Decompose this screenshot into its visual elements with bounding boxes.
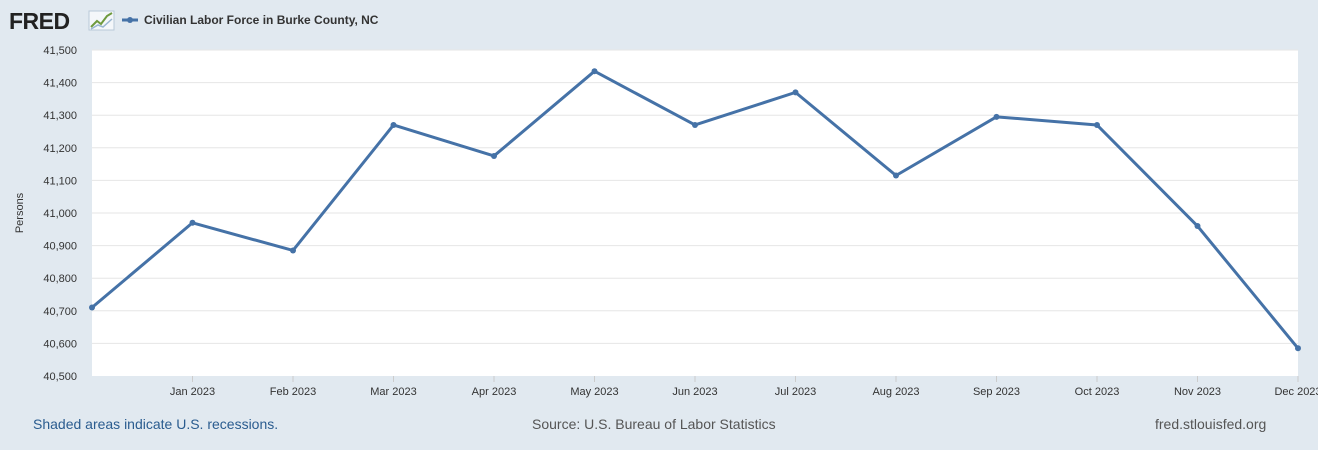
y-tick-label: 40,600 bbox=[43, 338, 77, 350]
y-tick-label: 40,900 bbox=[43, 241, 77, 253]
y-tick-label: 41,400 bbox=[43, 78, 77, 90]
y-tick-label: 40,700 bbox=[43, 306, 77, 318]
recession-note-link[interactable]: Shaded areas indicate U.S. recessions. bbox=[33, 416, 279, 432]
data-point[interactable] bbox=[189, 219, 196, 226]
x-tick-label: Apr 2023 bbox=[472, 386, 517, 398]
data-point[interactable] bbox=[290, 247, 296, 254]
y-axis-label: Persons bbox=[14, 192, 26, 233]
data-point[interactable] bbox=[591, 68, 598, 75]
data-point[interactable] bbox=[390, 121, 397, 128]
data-point[interactable] bbox=[792, 89, 799, 96]
x-tick-label: Jul 2023 bbox=[775, 386, 817, 398]
x-tick-label: Jan 2023 bbox=[170, 386, 215, 398]
y-tick-label: 40,800 bbox=[43, 273, 77, 285]
site-url: fred.stlouisfed.org bbox=[1155, 416, 1267, 432]
y-tick-label: 41,100 bbox=[43, 175, 77, 187]
data-point[interactable] bbox=[893, 172, 899, 179]
data-point[interactable] bbox=[993, 113, 1000, 120]
y-tick-label: 41,300 bbox=[43, 110, 77, 122]
data-point[interactable] bbox=[1094, 121, 1100, 128]
x-axis-ticks: Jan 2023 Feb 2023 Mar 2023 Apr 2023 May 2023… bbox=[170, 376, 1318, 398]
series-layer[interactable] bbox=[89, 68, 1301, 352]
data-point[interactable] bbox=[692, 121, 698, 128]
x-tick-label: Feb 2023 bbox=[270, 386, 316, 398]
y-tick-label: 41,500 bbox=[43, 45, 77, 57]
x-tick-label: Jun 2023 bbox=[672, 386, 717, 398]
y-axis-ticks: 40,500 40,600 40,700 40,800 40,900 41,000 41,1… bbox=[43, 45, 77, 383]
legend-label: Civilian Labor Force in Burke County, NC bbox=[144, 13, 379, 27]
grid-lines bbox=[92, 49, 1298, 344]
y-tick-label: 40,500 bbox=[43, 371, 77, 383]
data-point[interactable] bbox=[1194, 223, 1201, 230]
x-tick-label: Sep 2023 bbox=[973, 386, 1020, 398]
x-tick-label: Mar 2023 bbox=[370, 386, 416, 398]
data-point[interactable] bbox=[89, 304, 95, 311]
legend[interactable]: Civilian Labor Force in Burke County, NC bbox=[122, 13, 379, 27]
y-tick-label: 41,000 bbox=[43, 208, 77, 220]
x-tick-label: Dec 2023 bbox=[1274, 386, 1318, 398]
fred-logo-text: FRED bbox=[9, 8, 70, 34]
x-tick-label: Nov 2023 bbox=[1174, 386, 1221, 398]
line-chart: FRED Civilian Labor Force in Burke Count… bbox=[9, 8, 1318, 398]
data-point[interactable] bbox=[1295, 345, 1301, 352]
y-tick-label: 41,200 bbox=[43, 143, 77, 155]
legend-dot-marker bbox=[127, 17, 133, 23]
x-tick-label: May 2023 bbox=[570, 386, 618, 398]
x-tick-label: Aug 2023 bbox=[872, 386, 919, 398]
source-text: Source: U.S. Bureau of Labor Statistics bbox=[532, 416, 776, 432]
data-point[interactable] bbox=[491, 152, 497, 159]
x-tick-label: Oct 2023 bbox=[1075, 386, 1120, 398]
fred-logo-graph-icon bbox=[88, 10, 115, 31]
fred-logo[interactable]: FRED bbox=[9, 8, 115, 34]
